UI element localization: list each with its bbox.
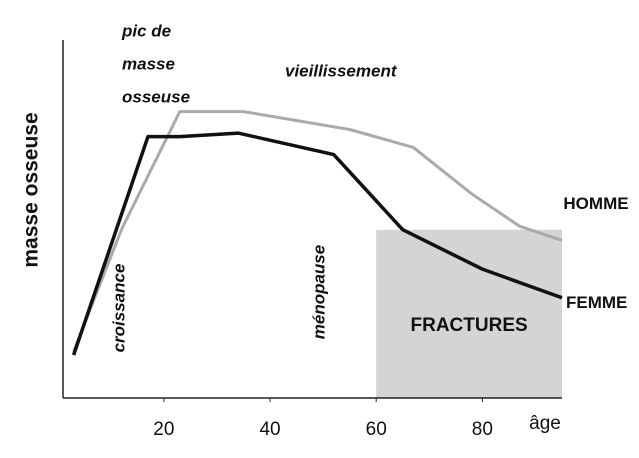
x-tick-label: 20 xyxy=(153,419,174,440)
peak-annotation: osseuse xyxy=(122,87,190,106)
y-axis-title: masse osseuse xyxy=(20,112,43,267)
x-tick-label: 80 xyxy=(472,419,493,440)
aging-annotation: vieillissement xyxy=(285,61,398,80)
series-label: FEMME xyxy=(566,293,627,312)
series-label: HOMME xyxy=(563,194,628,213)
x-tick-label: 60 xyxy=(366,419,387,440)
menopause-annotation: ménopause xyxy=(309,245,328,339)
peak-annotation: masse xyxy=(122,54,175,73)
growth-annotation: croissance xyxy=(109,264,128,353)
fracture-label: FRACTURES xyxy=(411,315,528,336)
fracture-zone xyxy=(376,229,562,398)
line xyxy=(71,131,563,356)
peak-annotation: pic de xyxy=(121,21,171,40)
x-axis-title: âge xyxy=(529,413,561,434)
line xyxy=(72,110,563,353)
x-tick-label: 40 xyxy=(259,419,280,440)
